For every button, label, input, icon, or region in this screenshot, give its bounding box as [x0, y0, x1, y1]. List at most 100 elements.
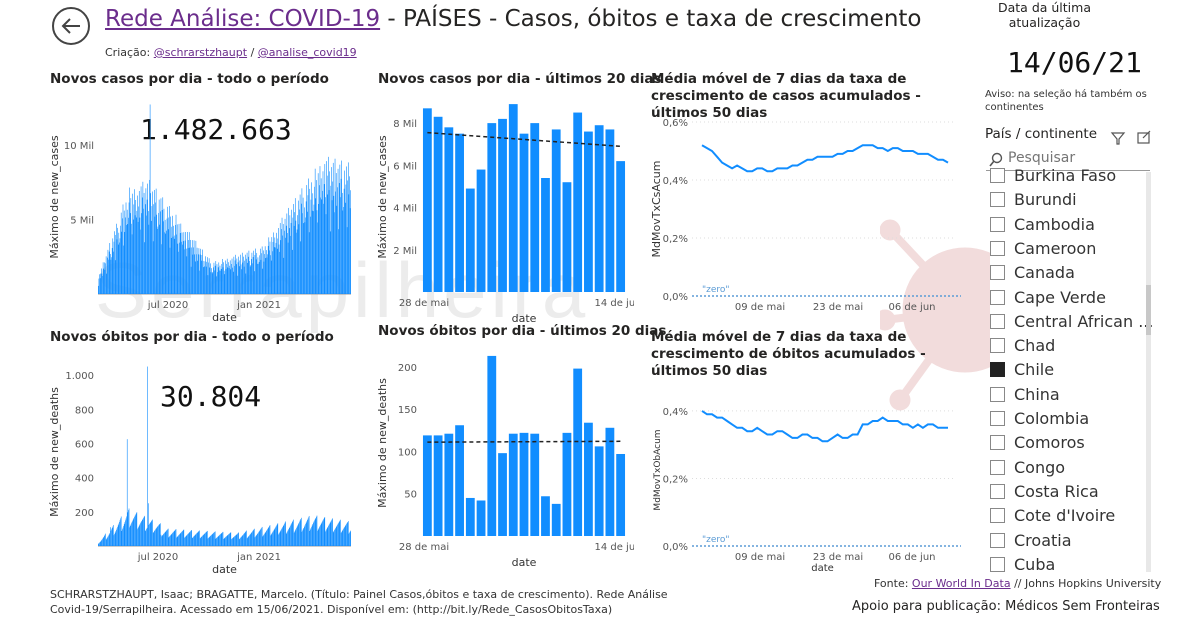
slicer-item[interactable]: Colombia — [990, 409, 1089, 431]
bar — [111, 257, 112, 294]
total-deaths-number: 30.804 — [160, 380, 262, 413]
bar — [176, 234, 177, 294]
slicer-item[interactable]: Cote d'Ivoire — [990, 506, 1115, 528]
slicer-item[interactable]: Cambodia — [990, 215, 1095, 237]
bar — [161, 244, 162, 294]
checkbox[interactable] — [990, 411, 1005, 426]
credit-link-1[interactable]: @schrarstzhaupt — [153, 46, 248, 59]
bar — [338, 521, 340, 546]
checkbox[interactable] — [990, 289, 1005, 305]
checkbox[interactable] — [990, 192, 1005, 208]
bar — [487, 123, 497, 292]
checkbox[interactable] — [990, 532, 1005, 548]
bar — [208, 537, 209, 546]
bar — [339, 164, 341, 294]
scrollbar-thumb[interactable] — [1146, 285, 1151, 335]
bar — [291, 522, 293, 546]
bar — [133, 204, 135, 294]
slicer-item[interactable]: Chad — [990, 336, 1055, 358]
bar — [321, 522, 323, 546]
bar — [303, 527, 305, 546]
scrollbar[interactable] — [1146, 172, 1151, 572]
bar — [190, 239, 191, 294]
bar — [160, 211, 161, 294]
bar — [208, 262, 209, 294]
bar — [293, 204, 294, 294]
checkbox[interactable] — [990, 168, 1005, 183]
search-input[interactable] — [1008, 149, 1146, 167]
bar — [195, 240, 197, 294]
slicer-item[interactable]: Cuba — [990, 555, 1055, 577]
checkbox[interactable] — [990, 459, 1005, 475]
bar — [184, 249, 185, 294]
back-button[interactable] — [52, 7, 90, 45]
bar — [138, 525, 140, 546]
checkbox[interactable] — [990, 483, 1005, 499]
bar — [247, 536, 249, 546]
bar — [151, 220, 152, 294]
bar — [323, 519, 324, 546]
slicer-item[interactable]: Croatia — [990, 531, 1072, 553]
bar — [200, 537, 202, 546]
checkbox[interactable] — [990, 556, 1005, 572]
checkbox[interactable] — [990, 240, 1005, 256]
bar — [222, 258, 223, 294]
slicer-search[interactable] — [986, 148, 1150, 171]
bar — [273, 529, 275, 546]
bar — [151, 206, 153, 294]
bar — [177, 243, 179, 294]
bar — [125, 202, 127, 294]
bar — [541, 496, 550, 536]
bar — [334, 212, 335, 294]
slicer-item[interactable]: Costa Rica — [990, 482, 1099, 504]
slicer-item[interactable]: Cape Verde — [990, 288, 1106, 310]
bar — [254, 255, 256, 294]
focus-mode-icon[interactable] — [1136, 130, 1152, 146]
bar — [115, 531, 117, 546]
checkbox[interactable] — [990, 338, 1005, 354]
bar — [297, 524, 299, 546]
bar — [309, 188, 311, 294]
bar — [196, 532, 198, 546]
slicer-item[interactable]: Cameroon — [990, 239, 1096, 261]
bar — [330, 185, 332, 294]
bar — [214, 531, 216, 546]
checkbox[interactable] — [990, 508, 1005, 524]
checkbox[interactable] — [990, 216, 1005, 232]
bar — [208, 258, 210, 294]
checkbox[interactable] — [990, 386, 1005, 402]
slicer-item-label: Cape Verde — [1014, 287, 1106, 307]
slicer-item[interactable]: Comoros — [990, 433, 1085, 455]
slicer-item[interactable]: Congo — [990, 458, 1065, 480]
x-axis-title: date — [212, 563, 237, 576]
bar — [119, 521, 120, 546]
slicer-item[interactable]: Burundi — [990, 190, 1077, 212]
bar — [209, 267, 211, 294]
bar — [341, 531, 342, 546]
bar — [213, 532, 215, 546]
slicer-item[interactable]: Central African ... — [990, 312, 1153, 334]
credit-link-2[interactable]: @analise_covid19 — [257, 46, 357, 59]
slicer-item[interactable]: Canada — [990, 263, 1075, 285]
checkbox[interactable] — [990, 313, 1005, 329]
bar — [144, 242, 145, 294]
bar — [130, 198, 132, 294]
checkbox[interactable] — [990, 435, 1005, 451]
slicer-item[interactable]: China — [990, 385, 1060, 407]
bar — [211, 273, 213, 294]
bar — [163, 533, 165, 546]
trend-line — [427, 131, 621, 148]
checkbox[interactable] — [990, 362, 1005, 378]
source-link[interactable]: Our World In Data — [911, 577, 1011, 590]
slicer-item[interactable]: Chile — [990, 360, 1054, 382]
bar — [310, 216, 311, 294]
slicer-item[interactable]: Burkina Faso — [990, 166, 1116, 188]
checkbox[interactable] — [990, 265, 1005, 281]
bar — [316, 516, 317, 546]
title-link[interactable]: Rede Análise: COVID-19 — [105, 6, 381, 32]
bar — [140, 523, 141, 546]
bar — [331, 520, 332, 546]
bar — [213, 262, 215, 294]
bar — [279, 532, 280, 546]
filter-icon[interactable] — [1110, 130, 1126, 146]
